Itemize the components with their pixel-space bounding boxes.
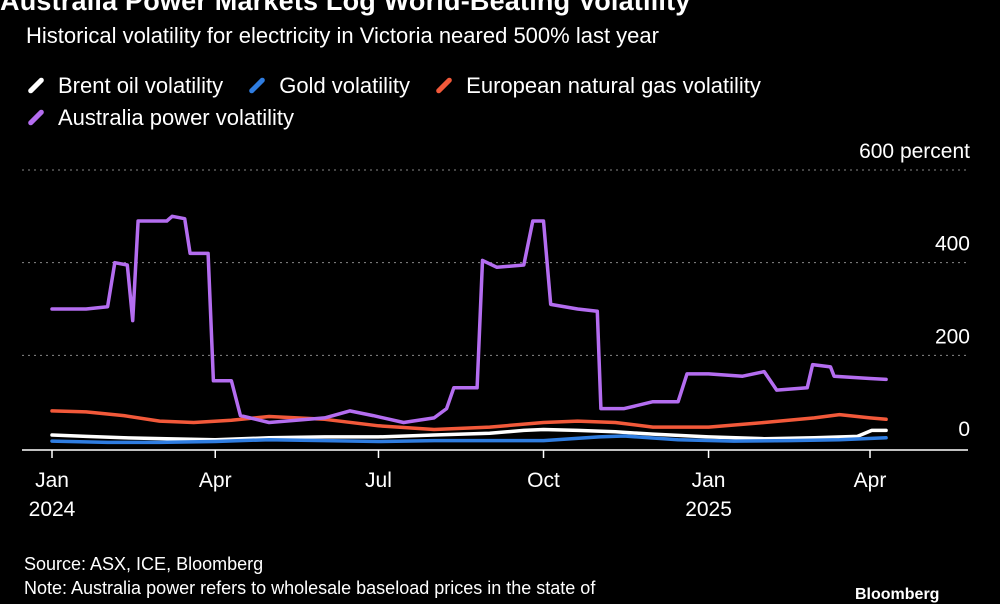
series-lines bbox=[50, 214, 888, 445]
y-tick-label-0: 0 bbox=[958, 418, 970, 441]
x-axis: Jan 2024 Apr Jul Oct Jan 2025 Apr bbox=[29, 450, 887, 521]
y-tick-label-200: 200 bbox=[935, 325, 970, 348]
legend-item-australia-power: Australia power volatility bbox=[26, 103, 294, 132]
chart-title: Australia Power Markets Log World-Beatin… bbox=[0, 0, 691, 16]
series-line-european-natural-gas-volatility bbox=[50, 409, 888, 432]
y-tick-label-400: 400 bbox=[935, 233, 970, 256]
x-tick-year-2025-01-01: 2025 bbox=[685, 498, 732, 521]
series-line-gold-volatility bbox=[50, 434, 888, 445]
chart-subtitle: Historical volatility for electricity in… bbox=[26, 23, 659, 48]
x-tick-label-2025-01-01: Jan bbox=[692, 469, 726, 492]
x-tick-year-2024-01-01: 2024 bbox=[29, 498, 76, 521]
legend-label-australia-power: Australia power volatility bbox=[58, 104, 294, 130]
x-tick-label-2025-04-01: Apr bbox=[854, 469, 887, 492]
chart-source: Source: ASX, ICE, Bloomberg bbox=[24, 554, 264, 574]
x-tick-label-2024-10-01: Oct bbox=[527, 469, 560, 492]
x-tick-label-2024-07-01: Jul bbox=[365, 469, 392, 492]
legend-item-gold: Gold volatility bbox=[247, 71, 410, 100]
y-tick-label-600: 600 percent bbox=[859, 140, 970, 163]
series-line-brent-oil-volatility bbox=[50, 427, 888, 442]
y-axis: 600 percent 400 200 0 bbox=[859, 140, 970, 441]
legend-item-european-gas: European natural gas volatility bbox=[434, 71, 761, 100]
grid-lines bbox=[22, 169, 968, 451]
series-line-australia-power-volatility bbox=[50, 214, 888, 425]
chart-legend: Brent oil volatility Gold volatility Eur… bbox=[26, 68, 986, 132]
legend-item-brent: Brent oil volatility bbox=[26, 71, 223, 100]
legend-label-gold: Gold volatility bbox=[279, 72, 411, 98]
x-tick-label-2024-01-01: Jan bbox=[35, 469, 69, 492]
legend-label-european-gas: European natural gas volatility bbox=[466, 72, 761, 98]
x-tick-label-2024-04-01: Apr bbox=[199, 469, 232, 492]
brand-logo: Bloomberg bbox=[855, 586, 940, 603]
chart-note: Note: Australia power refers to wholesal… bbox=[24, 578, 596, 598]
legend-label-brent: Brent oil volatility bbox=[58, 72, 224, 98]
